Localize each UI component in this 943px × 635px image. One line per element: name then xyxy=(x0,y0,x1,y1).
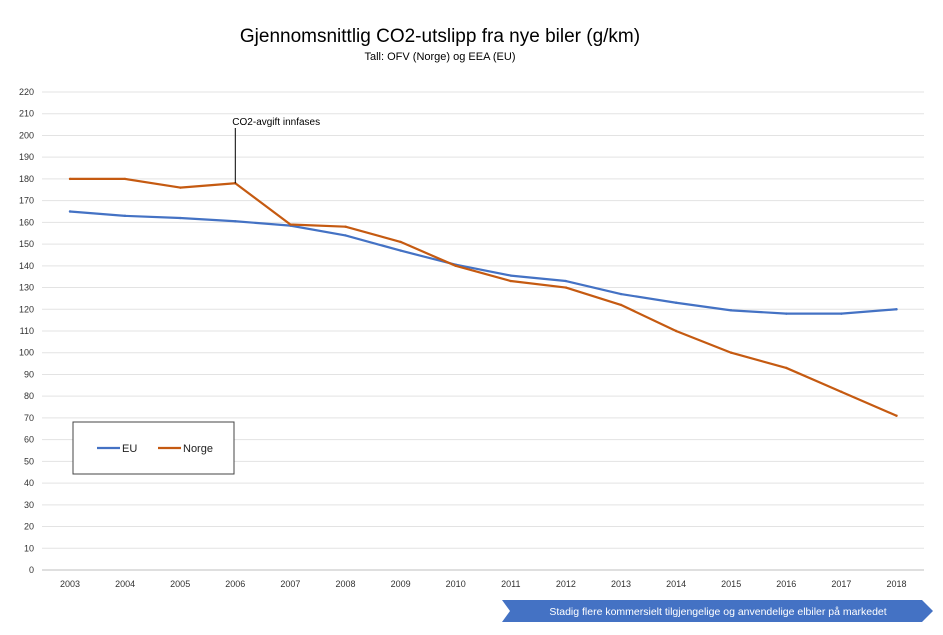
legend-label-eu: EU xyxy=(122,443,137,455)
y-tick-label: 130 xyxy=(19,283,34,293)
y-tick-label: 160 xyxy=(19,217,34,227)
data-point-eu xyxy=(730,309,733,312)
x-tick-label: 2011 xyxy=(501,579,520,589)
y-tick-label: 140 xyxy=(19,261,34,271)
gridlines xyxy=(42,91,924,571)
y-tick-label: 10 xyxy=(24,543,34,553)
series-line-eu xyxy=(68,210,898,315)
y-tick-label: 220 xyxy=(19,87,34,97)
y-tick-label: 110 xyxy=(20,326,34,336)
y-tick-label: 90 xyxy=(24,369,34,379)
y-tick-label: 210 xyxy=(19,109,34,119)
data-point-eu xyxy=(564,279,568,283)
legend-label-norge: Norge xyxy=(183,443,213,455)
data-point-norge xyxy=(785,366,788,370)
x-tick-label: 2016 xyxy=(776,579,796,589)
y-tick-label: 60 xyxy=(24,435,34,445)
x-tick-label: 2018 xyxy=(886,579,906,589)
y-tick-label: 150 xyxy=(19,239,34,249)
data-point-eu xyxy=(840,312,843,315)
y-tick-label: 200 xyxy=(19,130,34,140)
x-tick-label: 2012 xyxy=(556,579,576,589)
y-tick-label: 120 xyxy=(19,304,34,314)
data-point-eu xyxy=(399,249,402,252)
data-point-norge xyxy=(123,177,127,181)
legend: EU Norge xyxy=(72,421,235,475)
x-tick-label: 2006 xyxy=(225,579,245,589)
data-point-eu xyxy=(509,274,512,277)
x-tick-label: 2014 xyxy=(666,579,686,589)
y-tick-label: 190 xyxy=(19,152,34,162)
data-point-norge xyxy=(895,414,898,417)
y-tick-label: 50 xyxy=(24,456,34,466)
y-tick-label: 0 xyxy=(29,565,34,575)
chart-subtitle: Tall: OFV (Norge) og EEA (EU) xyxy=(365,51,516,63)
data-point-eu xyxy=(619,292,623,296)
y-tick-label: 80 xyxy=(24,391,34,401)
banner-arrow: Stadig flere kommersielt tilgjengelige o… xyxy=(502,600,933,622)
data-point-norge xyxy=(454,264,457,268)
data-point-norge xyxy=(289,223,292,226)
data-point-norge xyxy=(619,303,623,307)
y-tick-label: 20 xyxy=(24,522,34,532)
banner-arrow-shape xyxy=(502,600,933,622)
y-tick-label: 70 xyxy=(24,413,34,423)
data-point-norge xyxy=(674,329,678,333)
y-tick-label: 30 xyxy=(24,500,34,510)
series-line-norge xyxy=(68,177,898,417)
data-point-eu xyxy=(68,210,72,213)
data-point-eu xyxy=(123,214,127,218)
x-tick-label: 2004 xyxy=(115,579,135,589)
x-tick-label: 2015 xyxy=(721,579,741,589)
data-point-eu xyxy=(674,301,678,304)
y-axis-ticks: 0 10 20 30 40 50 60 70 80 90 100 110 120 130 140 150 160… xyxy=(19,87,34,575)
data-point-eu xyxy=(179,216,182,220)
data-point-norge xyxy=(509,279,512,283)
data-point-norge xyxy=(68,177,72,181)
chart-title: Gjennomsnittlig CO2-utslipp fra nye bile… xyxy=(240,26,640,47)
y-tick-label: 170 xyxy=(19,196,34,206)
data-point-norge xyxy=(179,186,182,189)
x-tick-label: 2005 xyxy=(170,579,190,589)
data-point-eu xyxy=(234,220,237,223)
data-point-norge xyxy=(344,225,347,228)
x-tick-label: 2007 xyxy=(280,579,300,589)
x-tick-label: 2010 xyxy=(446,579,466,589)
data-point-eu xyxy=(895,308,898,311)
data-point-norge xyxy=(730,351,733,354)
y-tick-label: 40 xyxy=(24,478,34,488)
annotation-group: CO2-avgift innfases xyxy=(232,117,320,184)
data-point-eu xyxy=(785,312,788,315)
x-tick-label: 2009 xyxy=(391,579,411,589)
x-tick-label: 2008 xyxy=(335,579,355,589)
banner-text: Stadig flere kommersielt tilgjengelige o… xyxy=(549,606,886,618)
data-point-eu xyxy=(344,234,347,237)
data-point-norge xyxy=(564,286,568,289)
x-tick-label: 2017 xyxy=(831,579,851,589)
x-tick-label: 2013 xyxy=(611,579,631,589)
x-tick-label: 2003 xyxy=(60,579,80,589)
annotation-label: CO2-avgift innfases xyxy=(232,117,320,128)
data-point-norge xyxy=(399,240,402,244)
y-tick-label: 180 xyxy=(19,174,34,184)
x-axis-ticks: 2003 2004 2005 2006 2007 2008 2009 2010 2011 2012… xyxy=(60,579,907,589)
data-point-norge xyxy=(840,390,843,394)
series-lines xyxy=(68,177,898,417)
y-tick-label: 100 xyxy=(19,348,34,358)
